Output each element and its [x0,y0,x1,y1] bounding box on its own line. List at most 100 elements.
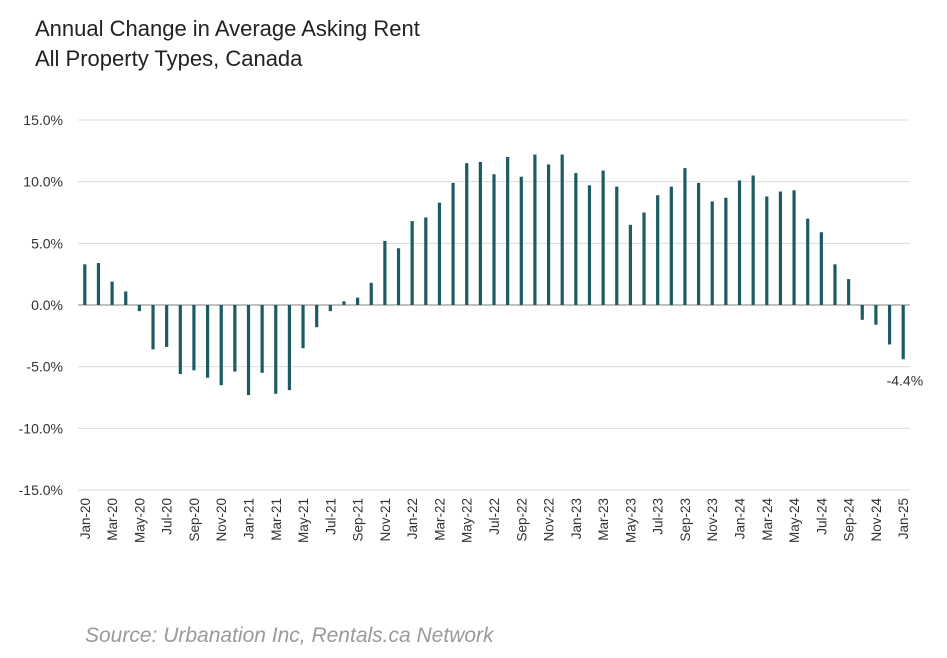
x-tick-label: Nov-22 [542,498,557,542]
x-tick-label: Mar-21 [269,498,284,541]
bar [410,221,414,305]
bar [369,282,373,305]
bar [137,305,141,312]
y-tick-label: -5.0% [26,359,63,375]
source-note: Source: Urbanation Inc, Rentals.ca Netwo… [85,624,494,647]
x-tick-label: May-24 [787,498,802,544]
bar [765,196,769,305]
x-tick-label: Sep-24 [842,498,857,542]
bar [847,279,851,305]
bar [96,263,101,305]
x-tick-label: Mar-22 [432,498,447,541]
bar [710,201,714,305]
y-tick-label: 15.0% [23,112,63,128]
bar [819,232,823,305]
bar [219,305,223,386]
bar [151,305,155,350]
x-tick-label: Nov-21 [378,498,393,542]
bar [233,305,237,372]
bar [642,212,646,305]
bar [574,173,578,305]
x-tick-label: Jul-20 [160,498,175,535]
x-tick-label: Jul-24 [814,498,829,535]
bar [874,305,878,325]
x-tick-label: Sep-23 [678,498,693,542]
bar [860,305,864,320]
chart-subtitle: All Property Types, Canada [35,46,303,71]
bar [724,197,728,305]
bar [274,305,278,394]
bar [328,305,332,312]
bar [356,297,360,305]
x-tick-label: Jan-22 [405,498,420,539]
y-tick-label: 10.0% [23,174,63,190]
bar-chart: 15.0% 10.0% 5.0% 0.0% -5.0% -10.0% -15.0% Jan-2… [19,112,924,544]
bar [301,305,305,349]
bar [792,190,796,305]
bar [246,305,251,396]
bar [806,218,810,305]
y-tick-label: 0.0% [31,297,63,313]
bar [656,195,660,305]
data-label: -4.4% [887,372,924,388]
bar [546,164,551,305]
x-tick-label: Mar-24 [760,498,775,541]
bar [165,305,169,347]
bar [260,305,264,373]
bar [383,240,387,305]
x-tick-label: Nov-20 [214,498,229,542]
bar [396,248,401,305]
bar [192,305,196,371]
chart-title: Annual Change in Average Asking Rent [35,16,420,41]
bar [110,281,114,305]
bar [533,154,537,305]
bar [178,305,182,375]
x-tick-label: Mar-23 [596,498,611,541]
x-tick-label: Nov-24 [869,498,884,542]
chart-title-block: Annual Change in Average Asking Rent All… [35,14,420,74]
bar [492,174,496,305]
x-tick-label: May-21 [296,498,311,543]
bar [669,186,673,305]
y-tick-label: -15.0% [19,482,63,498]
bar [587,185,592,305]
bar [451,182,455,305]
y-tick-label: -10.0% [19,420,63,436]
x-tick-label: May-23 [623,498,638,543]
x-tick-label: May-20 [132,498,147,543]
bar [737,180,742,305]
x-tick-label: Sep-20 [187,498,202,542]
bar [901,305,905,360]
bar [751,175,755,305]
bar [833,264,837,305]
bar [437,202,442,305]
bar [560,154,564,305]
bar [83,264,87,305]
x-tick-label: Mar-20 [105,498,120,541]
x-tick-label: May-22 [460,498,475,543]
x-tick-label: Sep-22 [514,498,529,542]
bar [342,301,346,305]
bar [124,291,128,305]
bar [778,191,783,305]
x-tick-label: Jul-23 [651,498,666,535]
bar [424,217,428,305]
y-tick-label: 5.0% [31,235,63,251]
bar [601,170,605,305]
bar [615,186,619,305]
x-tick-label: Sep-21 [351,498,366,542]
x-tick-label: Jan-20 [78,498,93,539]
bar [287,305,292,391]
x-tick-label: Jan-24 [733,498,748,540]
x-tick-label: Nov-23 [705,498,720,542]
bar [478,161,482,305]
bar [315,305,319,328]
x-tick-label: Jul-21 [323,498,338,535]
bar [696,182,701,305]
x-tick-label: Jan-23 [569,498,584,539]
x-tick-label: Jul-22 [487,498,502,535]
bar [887,305,892,345]
bar [465,163,469,305]
bar [205,305,210,378]
x-tick-label: Jan-21 [241,498,256,539]
